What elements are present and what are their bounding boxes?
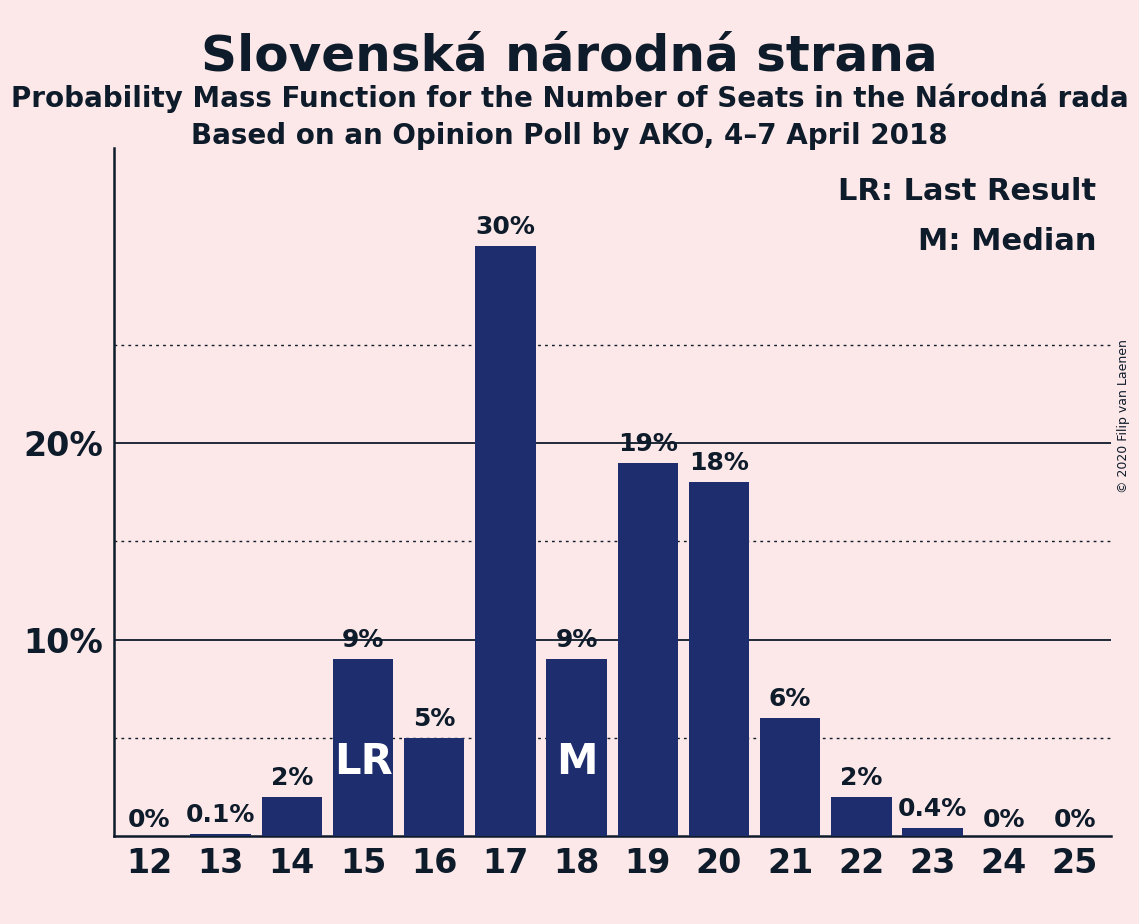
Bar bbox=[547, 659, 607, 836]
Text: Probability Mass Function for the Number of Seats in the Národná rada: Probability Mass Function for the Number… bbox=[10, 83, 1129, 113]
Bar bbox=[404, 738, 465, 836]
Text: 19%: 19% bbox=[617, 432, 678, 456]
Text: Slovenská národná strana: Slovenská národná strana bbox=[202, 32, 937, 80]
Text: LR: Last Result: LR: Last Result bbox=[838, 177, 1096, 206]
Text: M: M bbox=[556, 741, 597, 783]
Bar bbox=[831, 796, 892, 836]
Text: 18%: 18% bbox=[689, 451, 749, 475]
Bar bbox=[333, 659, 393, 836]
Text: 0.4%: 0.4% bbox=[898, 797, 967, 821]
Bar bbox=[475, 246, 535, 836]
Bar bbox=[190, 834, 251, 836]
Text: 9%: 9% bbox=[556, 628, 598, 652]
Text: 9%: 9% bbox=[342, 628, 384, 652]
Text: LR: LR bbox=[334, 741, 393, 783]
Bar bbox=[617, 463, 678, 836]
Text: 0%: 0% bbox=[983, 808, 1025, 833]
Text: M: Median: M: Median bbox=[918, 226, 1096, 256]
Text: 6%: 6% bbox=[769, 687, 811, 711]
Text: 0%: 0% bbox=[1054, 808, 1096, 833]
Text: Based on an Opinion Poll by AKO, 4–7 April 2018: Based on an Opinion Poll by AKO, 4–7 Apr… bbox=[191, 122, 948, 150]
Text: 2%: 2% bbox=[271, 766, 313, 790]
Text: 2%: 2% bbox=[841, 766, 883, 790]
Bar bbox=[760, 718, 820, 836]
Bar bbox=[689, 482, 749, 836]
Bar bbox=[902, 828, 962, 836]
Text: 5%: 5% bbox=[413, 707, 456, 731]
Text: 30%: 30% bbox=[475, 215, 535, 239]
Bar bbox=[262, 796, 322, 836]
Text: © 2020 Filip van Laenen: © 2020 Filip van Laenen bbox=[1117, 339, 1130, 492]
Text: 0%: 0% bbox=[129, 808, 171, 833]
Text: 0.1%: 0.1% bbox=[186, 803, 255, 827]
